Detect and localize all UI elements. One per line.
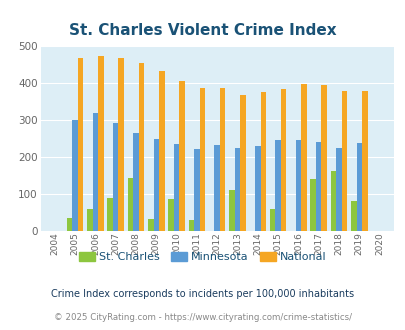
Bar bbox=[269, 209, 275, 231]
Bar bbox=[168, 199, 173, 231]
Bar bbox=[139, 63, 144, 231]
Bar bbox=[321, 85, 326, 231]
Bar bbox=[194, 149, 199, 231]
Bar bbox=[229, 190, 234, 231]
Bar bbox=[128, 178, 133, 231]
Bar bbox=[254, 146, 260, 231]
Bar bbox=[188, 220, 194, 231]
Bar bbox=[118, 58, 124, 231]
Bar bbox=[148, 219, 153, 231]
Bar bbox=[214, 145, 220, 231]
Bar bbox=[153, 139, 159, 231]
Bar bbox=[220, 88, 225, 231]
Legend: St. Charles, Minnesota, National: St. Charles, Minnesota, National bbox=[75, 248, 330, 267]
Bar bbox=[113, 123, 118, 231]
Bar bbox=[330, 171, 335, 231]
Bar bbox=[159, 71, 164, 231]
Bar bbox=[72, 120, 78, 231]
Text: © 2025 CityRating.com - https://www.cityrating.com/crime-statistics/: © 2025 CityRating.com - https://www.city… bbox=[54, 313, 351, 322]
Bar bbox=[315, 142, 321, 231]
Text: St. Charles Violent Crime Index: St. Charles Violent Crime Index bbox=[69, 23, 336, 38]
Bar bbox=[310, 179, 315, 231]
Bar bbox=[67, 218, 72, 231]
Bar bbox=[234, 148, 240, 231]
Bar bbox=[341, 90, 346, 231]
Bar bbox=[240, 95, 245, 231]
Bar bbox=[350, 201, 356, 231]
Bar bbox=[361, 91, 367, 231]
Bar bbox=[98, 56, 103, 231]
Text: Crime Index corresponds to incidents per 100,000 inhabitants: Crime Index corresponds to incidents per… bbox=[51, 289, 354, 299]
Bar bbox=[356, 144, 361, 231]
Bar bbox=[179, 81, 184, 231]
Bar bbox=[280, 89, 286, 231]
Bar bbox=[92, 114, 98, 231]
Bar bbox=[199, 88, 205, 231]
Bar bbox=[260, 92, 265, 231]
Bar bbox=[335, 148, 341, 231]
Bar bbox=[301, 83, 306, 231]
Bar bbox=[133, 133, 139, 231]
Bar bbox=[295, 141, 301, 231]
Bar bbox=[173, 144, 179, 231]
Bar bbox=[87, 209, 92, 231]
Bar bbox=[78, 58, 83, 231]
Bar bbox=[275, 141, 280, 231]
Bar bbox=[107, 198, 113, 231]
